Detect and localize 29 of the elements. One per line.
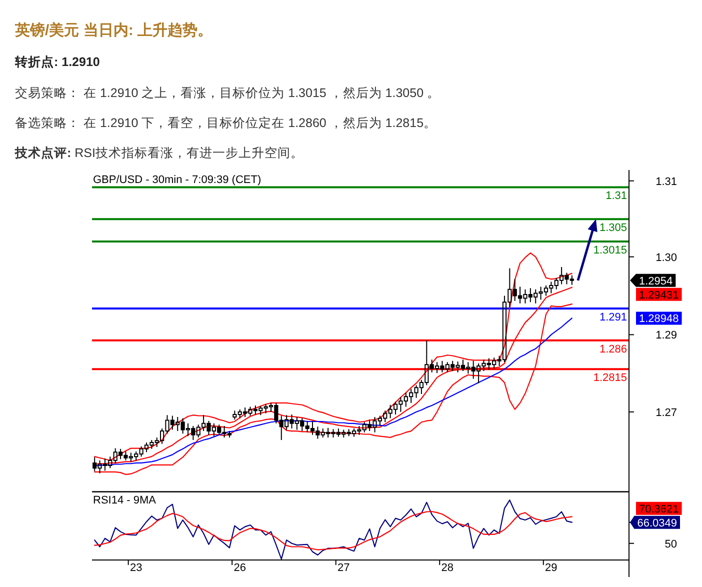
- text: 1.28948: [639, 313, 679, 326]
- ref-line-label: 1.291: [599, 312, 627, 324]
- ref-line-label: 1.286: [599, 343, 627, 356]
- text: 1.29431: [639, 289, 679, 302]
- annotation: GBP/USD - 30min - 7:09:39 (CET): [93, 174, 262, 186]
- ref-line-label: 1.2815: [593, 372, 627, 384]
- chart-title: 英镑/美元 当日内: 上升趋势。: [14, 21, 212, 39]
- x-tick-label: 27: [338, 562, 350, 574]
- x-tick-label: 28: [441, 562, 454, 574]
- ref-line-label: 1.305: [599, 222, 627, 234]
- text: 1.2954: [639, 275, 673, 288]
- text: 备选策略： 在 1.2910 下，看空，目标价位定在 1.2860 ，然后为 1.2815。: [15, 116, 437, 130]
- line-series: [94, 510, 572, 550]
- y-tick-label: 1.31: [656, 176, 677, 188]
- x-tick-label: 26: [234, 562, 246, 574]
- y-tick-label: 1.30: [656, 252, 677, 264]
- y-tick-label: 1.27: [656, 406, 677, 419]
- chart-title: RSI14 - 9MA: [93, 494, 157, 507]
- chart-subtitle: 转折点: 1.2910: [14, 54, 100, 69]
- ref-line-label: 1.3015: [593, 244, 627, 256]
- text: 70.3621: [639, 503, 679, 516]
- ref-line-label: 1.31: [606, 190, 627, 202]
- text: 交易策略： 在 1.2910 之上，看涨，目标价位为 1.3015 ，然后为 1.3050 。: [15, 85, 440, 100]
- y-tick-label: 1.29: [656, 330, 677, 342]
- y-tick-label: 50: [664, 538, 677, 550]
- y-tick-label: 66.0349: [637, 517, 677, 530]
- x-tick-label: 23: [130, 562, 142, 574]
- text: 技术点评: RSI技术指标看涨，有进一步上升空间。: [14, 145, 304, 160]
- x-tick-label: 29: [545, 562, 558, 574]
